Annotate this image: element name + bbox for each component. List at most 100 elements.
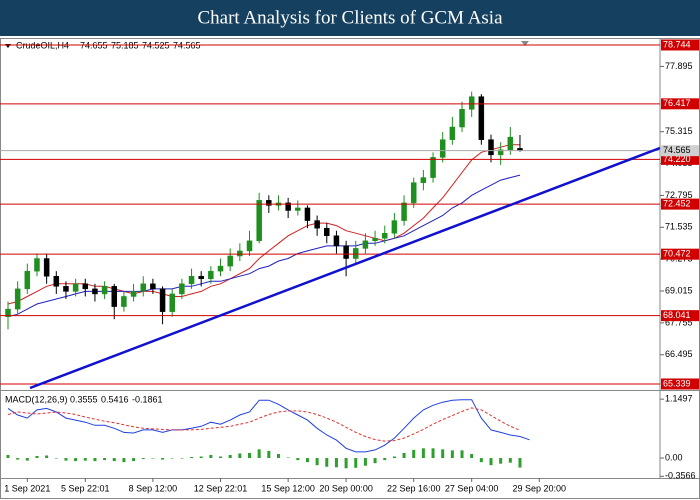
candle-body	[381, 232, 388, 239]
y-tick-label: 71.535	[665, 222, 693, 232]
histogram-bar	[325, 458, 329, 467]
histogram-bar	[170, 458, 174, 459]
histogram-bar	[248, 452, 251, 459]
x-tick-label: 5 Sep 22:01	[61, 483, 110, 493]
candle-body	[5, 308, 11, 317]
macd-line	[7, 399, 530, 453]
y-tick-label: 72.795	[665, 190, 693, 200]
candle-body	[488, 139, 494, 156]
candle-body	[333, 235, 340, 247]
page-title: Chart Analysis for Clients of GCM Asia	[197, 7, 503, 28]
histogram-bar	[315, 458, 319, 466]
y-tick-label: 69.015	[665, 285, 693, 295]
candle-body	[43, 258, 50, 277]
candle-body	[140, 283, 146, 292]
histogram-bar	[132, 458, 136, 462]
candle-body	[420, 177, 427, 183]
candle-body	[188, 275, 195, 285]
current-price-label: 74.565	[663, 145, 691, 155]
candle-body	[507, 136, 514, 151]
candle-body	[34, 258, 40, 272]
histogram-bar	[392, 456, 396, 459]
histogram-bar	[54, 458, 58, 459]
macd-label: MACD(12,26,9)	[5, 394, 68, 404]
level-tag	[661, 153, 699, 165]
candle-body	[169, 293, 175, 312]
histogram-bar	[45, 455, 49, 459]
candle-body	[72, 283, 79, 292]
candle-body	[430, 157, 436, 178]
histogram-bar	[267, 450, 271, 459]
y-tick-label: 77.895	[665, 61, 693, 71]
candle-body	[256, 200, 262, 242]
chart-frame	[0, 38, 700, 499]
y-tick-label: 1.1497	[665, 394, 693, 404]
y-tick-label: 75.315	[665, 126, 693, 136]
macd-histogram: -0.1861	[132, 394, 163, 404]
histogram-bar	[470, 453, 474, 459]
x-tick-label: 15 Sep 12:00	[261, 483, 315, 493]
histogram-bar	[276, 453, 280, 459]
candle-body	[295, 207, 301, 211]
level-label: 65.339	[663, 378, 691, 388]
histogram-bar	[35, 456, 39, 459]
candle-body	[468, 96, 475, 110]
x-tick-label: 27 Sep 04:00	[445, 483, 499, 493]
x-tick-label: 1 Sep 2021	[4, 483, 50, 493]
level-label: 74.220	[663, 154, 691, 164]
candle-body	[198, 275, 204, 280]
histogram-bar	[508, 458, 512, 463]
level-label: 76.417	[663, 98, 691, 108]
candle-body	[14, 288, 21, 310]
histogram-bar	[122, 458, 126, 463]
candle-body	[372, 238, 378, 242]
macd-main: 0.3555	[70, 394, 98, 404]
candle-body	[324, 227, 330, 237]
histogram-bar	[518, 458, 522, 468]
histogram-bar	[402, 452, 406, 459]
histogram-bar	[460, 450, 464, 459]
histogram-bar	[354, 458, 358, 468]
candle-body	[208, 270, 214, 280]
x-tick-label: 12 Sep 22:01	[194, 483, 248, 493]
x-tick-label: 20 Sep 00:00	[319, 483, 373, 493]
candle-body	[304, 207, 311, 221]
candle-body	[121, 296, 127, 307]
histogram-bar	[64, 458, 68, 461]
level-label: 68.041	[663, 310, 691, 320]
x-tick-label: 8 Sep 12:00	[129, 483, 178, 493]
histogram-bar	[489, 458, 493, 466]
candle-body	[362, 240, 369, 249]
plot-layer: 77.89575.31574.05572.79571.53570.27569.0…	[0, 39, 699, 493]
candle-body	[246, 240, 253, 252]
histogram-bar	[286, 457, 290, 459]
y-tick-label: 0.00	[665, 452, 683, 462]
trend-line	[29, 146, 661, 390]
candle-body	[343, 245, 349, 259]
level-label: 70.472	[663, 249, 691, 259]
histogram-bar	[479, 458, 483, 463]
histogram-bar	[334, 458, 338, 468]
histogram-bar	[16, 458, 20, 460]
level-tag	[661, 198, 699, 210]
level-tag	[661, 378, 699, 390]
candle-body	[92, 288, 98, 295]
histogram-bar	[441, 449, 445, 459]
candle-body	[63, 286, 69, 292]
histogram-bar	[383, 458, 387, 461]
histogram-bar	[112, 458, 116, 462]
candle-body	[179, 283, 185, 295]
candle-body	[53, 275, 60, 287]
current-price-tag	[661, 145, 699, 157]
histogram-bar	[296, 458, 300, 461]
histogram-bar	[363, 458, 367, 466]
candle-body	[111, 286, 118, 307]
moving-average	[7, 144, 520, 305]
histogram-bar	[228, 454, 232, 459]
candle-body	[449, 126, 456, 140]
histogram-bar	[141, 458, 145, 460]
candle-body	[314, 220, 320, 229]
candle-body	[101, 286, 108, 295]
candle-body	[82, 283, 89, 290]
histogram-bar	[305, 458, 309, 463]
